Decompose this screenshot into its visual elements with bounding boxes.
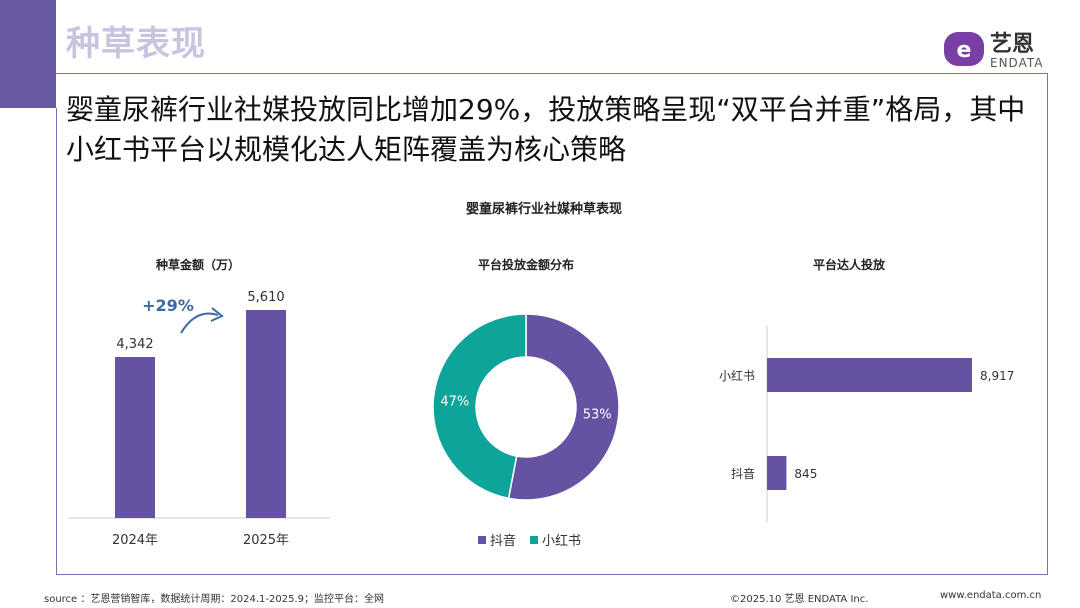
bar-0 <box>115 357 155 518</box>
hbar-category-label-0: 小红书 <box>719 368 755 383</box>
bar-value-label-0: 4,342 <box>116 337 153 352</box>
bar-category-label-1: 2025年 <box>243 533 289 548</box>
footer-website[interactable]: www.endata.com.cn <box>940 590 1042 601</box>
legend-label-1: 小红书 <box>542 533 581 549</box>
headline: 婴童尿裤行业社媒投放同比增加29%，投放策略呈现“双平台并重”格局，其中小红书平… <box>66 93 1026 166</box>
figure-title: 婴童尿裤行业社媒种草表现 <box>466 201 622 217</box>
content-frame <box>56 73 1048 575</box>
svg-text:e: e <box>957 38 972 63</box>
donut-slice-1 <box>432 313 527 500</box>
donut-slice-label-1: 47% <box>440 394 469 409</box>
brand-name: 艺恩 <box>990 32 1035 57</box>
content-frame-left <box>56 108 57 575</box>
bar-1 <box>246 310 286 518</box>
donut-slice-0 <box>507 313 620 501</box>
footer-copyright: ©2025.10 艺恩 ENDATA Inc. <box>730 594 869 605</box>
donut-chart-title: 平台投放金额分布 <box>478 257 574 272</box>
footer-source: source ：艺恩营销智库，数据统计周期：2024.1-2025.9；监控平台… <box>44 594 384 605</box>
growth-arrow-icon <box>180 312 219 334</box>
brand-sub: ENDATA <box>990 56 1044 70</box>
bar-chart-title: 种草金额（万） <box>155 257 240 272</box>
growth-annotation: +29% <box>142 296 194 315</box>
hbar-chart-title: 平台达人投放 <box>813 257 886 272</box>
hbar-value-label-1: 845 <box>794 467 817 481</box>
brand-logo-icon: e <box>944 32 984 66</box>
section-title: 种草表现 <box>66 24 206 64</box>
growth-arrowhead-icon <box>210 307 224 322</box>
hbar-1 <box>767 456 787 490</box>
donut-slice-label-0: 53% <box>583 408 612 423</box>
legend-swatch-0 <box>478 536 486 544</box>
bar-category-label-0: 2024年 <box>112 533 158 548</box>
bar-value-label-1: 5,610 <box>247 290 284 305</box>
legend-swatch-1 <box>530 536 538 544</box>
hbar-0 <box>767 358 972 392</box>
hbar-value-label-0: 8,917 <box>980 369 1014 383</box>
legend-label-0: 抖音 <box>490 533 516 549</box>
hbar-category-label-1: 抖音 <box>731 466 755 481</box>
accent-bar <box>0 0 56 108</box>
